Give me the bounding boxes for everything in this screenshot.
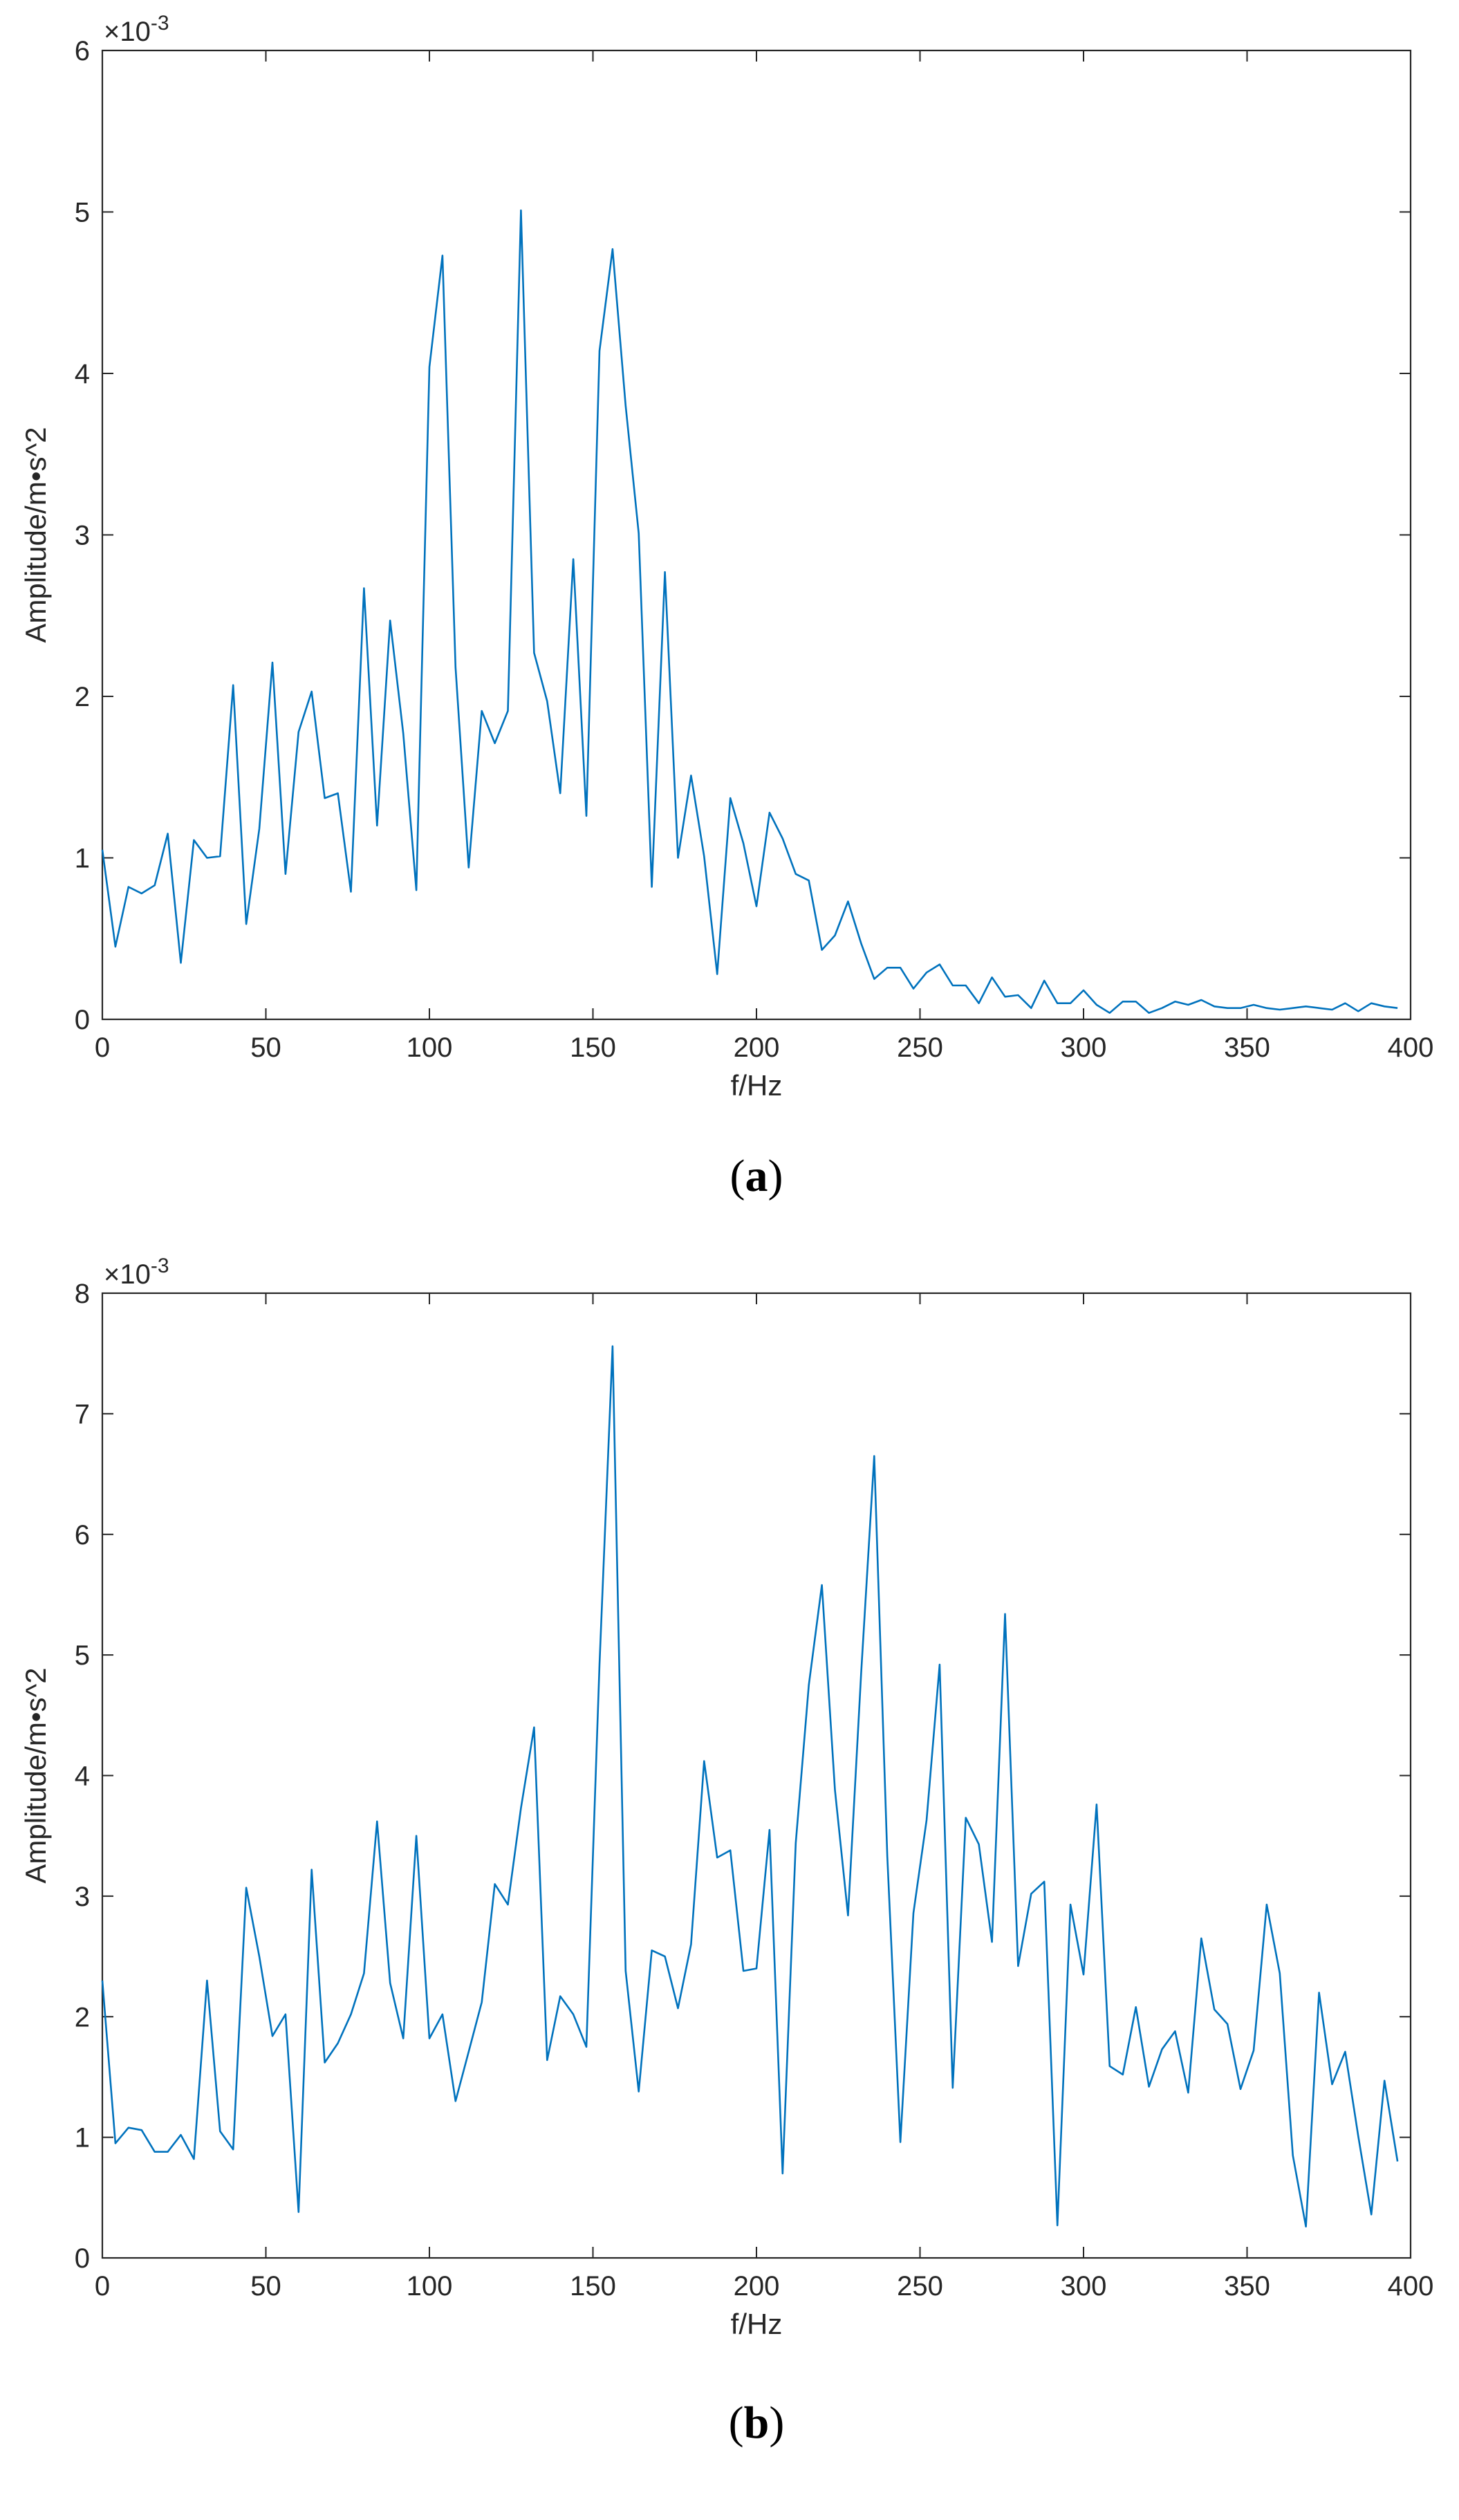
y-tick-label: 4 <box>75 359 90 389</box>
x-tick-label: 350 <box>1224 1032 1270 1063</box>
y-tick-label: 1 <box>75 844 90 874</box>
x-axis-label: f/Hz <box>731 1069 783 1102</box>
x-tick-label: 300 <box>1061 1032 1107 1063</box>
y-tick-label: 5 <box>75 198 90 228</box>
y-tick-label: 4 <box>75 1761 90 1792</box>
data-line-spectrum-a <box>101 209 1398 1014</box>
y-tick-label: 6 <box>75 36 90 66</box>
x-tick-label: 50 <box>250 1032 281 1063</box>
y-tick-label: 1 <box>75 2123 90 2153</box>
x-tick-label: 200 <box>734 1032 780 1063</box>
x-tick-label: 250 <box>897 2271 943 2301</box>
axes-box <box>101 1292 1412 2259</box>
x-tick-label: 400 <box>1388 2271 1434 2301</box>
x-tick-label: 0 <box>95 2271 110 2301</box>
chart-panel-b: 0 50 100 150 200 250 300 350 400 0 1 2 3 4 5 6 7 8 ×10-3 f/… <box>19 1254 1433 2448</box>
y-tick-label: 7 <box>75 1399 90 1429</box>
axes-box <box>101 49 1412 1021</box>
y-tick-label: 5 <box>75 1640 90 1671</box>
x-tick-label: 100 <box>407 2271 453 2301</box>
y-tick-label: 2 <box>75 2002 90 2032</box>
chart-panel-a: 0 50 100 150 200 250 300 350 400 0 1 2 3 4 5 6 ×10-3 f/Hz… <box>19 12 1433 1201</box>
y-tick-label: 0 <box>75 1005 90 1035</box>
panel-caption: (a) <box>730 1151 783 1201</box>
x-tick-label: 250 <box>897 1032 943 1063</box>
x-tick-label: 50 <box>250 2271 281 2301</box>
y-tick-label: 3 <box>75 521 90 551</box>
y-tick-label: 2 <box>75 682 90 712</box>
data-line-spectrum-b <box>101 1345 1399 2227</box>
x-tick-label: 400 <box>1388 1032 1434 1063</box>
y-axis-label: Amplitude/m•s^2 <box>19 427 52 642</box>
y-tick-label: 0 <box>75 2243 90 2274</box>
y-tick-label: 8 <box>75 1279 90 1309</box>
x-tick-label: 200 <box>734 2271 780 2301</box>
x-tick-label: 0 <box>95 1032 110 1063</box>
x-axis-label: f/Hz <box>731 2308 783 2340</box>
y-axis-label: Amplitude/m•s^2 <box>19 1667 52 1883</box>
y-exponent-label: ×10-3 <box>104 1254 169 1290</box>
x-tick-label: 100 <box>407 1032 453 1063</box>
y-tick-label: 3 <box>75 1882 90 1912</box>
x-tick-label: 150 <box>570 1032 616 1063</box>
x-tick-label: 350 <box>1224 2271 1270 2301</box>
y-tick-label: 6 <box>75 1520 90 1550</box>
x-tick-label: 150 <box>570 2271 616 2301</box>
y-exponent-label: ×10-3 <box>104 12 169 47</box>
panel-caption: (b) <box>729 2398 785 2448</box>
x-tick-label: 300 <box>1061 2271 1107 2301</box>
